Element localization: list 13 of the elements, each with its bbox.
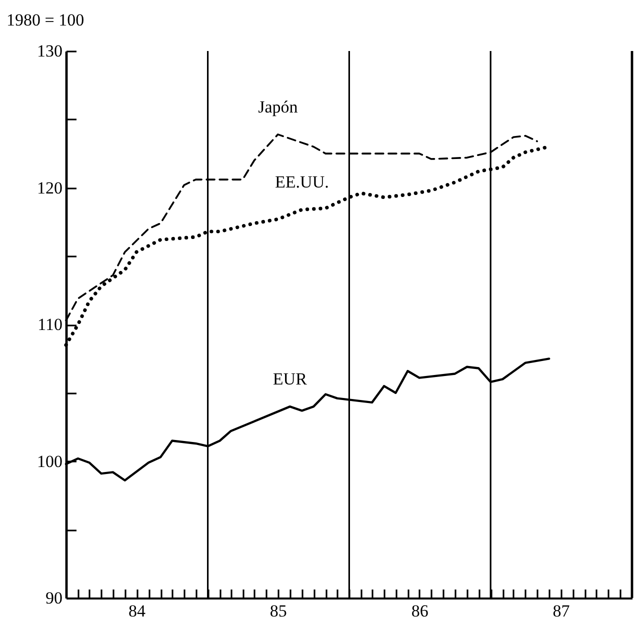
- y-tick-label: 100: [37, 452, 62, 471]
- y-tick-label: 90: [46, 588, 62, 608]
- series-label: Japón: [258, 97, 298, 116]
- series-label: EE.UU.: [275, 172, 329, 192]
- y-tick-label: 110: [38, 315, 62, 334]
- y-tick-label: 120: [37, 178, 62, 198]
- series-label: EUR: [272, 370, 308, 389]
- y-axis-title: 1980 = 100: [6, 10, 84, 30]
- y-tick-label: 130: [37, 42, 62, 60]
- x-tick-label: 84: [128, 602, 146, 620]
- x-tick-label: 86: [411, 602, 428, 620]
- x-tick-label: 85: [270, 602, 287, 620]
- x-tick-label: 87: [552, 602, 570, 620]
